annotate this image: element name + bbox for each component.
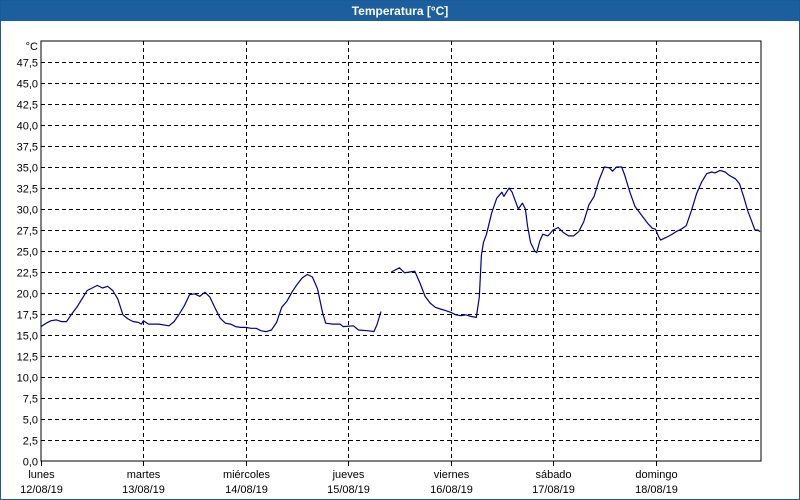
y-tick-label: 32,5 xyxy=(17,184,38,196)
y-tick-label: 25,0 xyxy=(17,247,38,259)
x-tick-day: lunes xyxy=(28,469,55,481)
x-tick-day: sábado xyxy=(535,469,571,481)
y-tick-label: 15,0 xyxy=(17,331,38,343)
y-tick-label: 35,0 xyxy=(17,163,38,175)
y-tick-label: 10,0 xyxy=(17,373,38,385)
x-tick-date: 12/08/19 xyxy=(20,484,63,496)
y-tick-label: 0,0 xyxy=(23,457,38,469)
x-tick-day: jueves xyxy=(332,469,365,481)
y-tick-label: 22,5 xyxy=(17,268,38,280)
window-title: Temperatura [°C] xyxy=(1,1,799,21)
y-tick-label: 40,0 xyxy=(17,121,38,133)
y-tick-label: 17,5 xyxy=(17,310,38,322)
y-tick-label: 27,5 xyxy=(17,226,38,238)
x-tick-date: 15/08/19 xyxy=(327,484,370,496)
y-tick-label: 5,0 xyxy=(23,415,38,427)
y-tick-label: 42,5 xyxy=(17,100,38,112)
y-tick-label: 12,5 xyxy=(17,352,38,364)
x-tick-date: 17/08/19 xyxy=(532,484,575,496)
x-tick-date: 16/08/19 xyxy=(430,484,473,496)
y-tick-label: 7,5 xyxy=(23,394,38,406)
y-tick-label: 30,0 xyxy=(17,205,38,217)
y-tick-label: 45,0 xyxy=(17,79,38,91)
x-tick-day: miércoles xyxy=(223,469,271,481)
temperature-line xyxy=(391,166,761,318)
x-tick-day: viernes xyxy=(434,469,470,481)
x-tick-date: 18/08/19 xyxy=(635,484,678,496)
y-tick-label: 2,5 xyxy=(23,436,38,448)
x-tick-day: domingo xyxy=(635,469,677,481)
temperature-chart: 0,0 2,5 5,0 7,5 10,0 12,5 15,0 17,5 20,0 22,5 25,0… xyxy=(17,40,762,496)
y-axis-unit: °C xyxy=(26,41,38,53)
y-tick-label: 47,5 xyxy=(17,58,38,70)
x-tick-day: martes xyxy=(127,469,161,481)
y-tick-label: 37,5 xyxy=(17,142,38,154)
x-tick-date: 13/08/19 xyxy=(122,484,165,496)
temperature-line xyxy=(40,273,382,333)
x-tick-date: 14/08/19 xyxy=(225,484,268,496)
y-tick-label: 20,0 xyxy=(17,289,38,301)
